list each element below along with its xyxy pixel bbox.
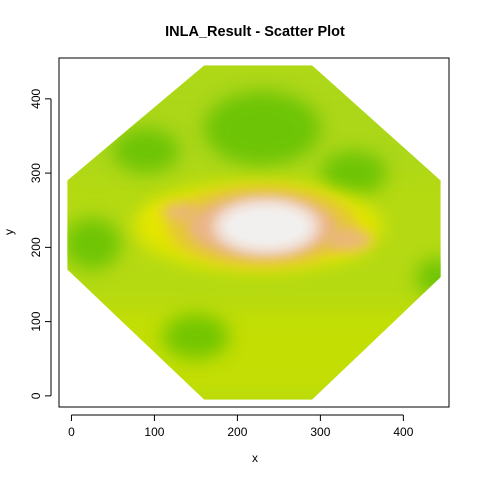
heatmap-peak-lobe-right xyxy=(326,228,373,252)
y-axis-label: y xyxy=(2,229,16,235)
y-tick-label: 0 xyxy=(29,392,43,399)
heatmap-band-lower xyxy=(67,306,441,400)
chart-title: INLA_Result - Scatter Plot xyxy=(165,24,345,40)
x-tick-label: 200 xyxy=(227,425,247,439)
x-tick-label: 400 xyxy=(393,425,413,439)
heatmap-low-spot-0 xyxy=(67,217,122,270)
y-axis: 0 100 200 300 400 xyxy=(29,89,52,399)
x-tick-label: 100 xyxy=(144,425,164,439)
plot-frame xyxy=(58,57,450,408)
x-tick-label: 300 xyxy=(310,425,330,439)
x-tick-label: 0 xyxy=(68,425,75,439)
heatmap-surface xyxy=(67,65,441,400)
x-axis-label: x xyxy=(252,451,258,465)
y-tick-label: 300 xyxy=(29,163,43,183)
heatmap-low-spot-3 xyxy=(112,128,180,174)
heatmap-low-spot-5 xyxy=(162,314,230,359)
heatmap-low-spot-1 xyxy=(415,258,441,296)
y-tick-label: 400 xyxy=(29,89,43,109)
y-tick-label: 100 xyxy=(29,311,43,331)
y-tick-label: 200 xyxy=(29,237,43,257)
heatmap-low-spot-2 xyxy=(204,91,321,166)
heatmap-peak-lobe-left xyxy=(161,202,198,221)
heatmap-core xyxy=(220,204,312,249)
heatmap-low-spot-4 xyxy=(320,150,387,196)
x-axis: 0 100 200 300 400 xyxy=(68,414,414,439)
